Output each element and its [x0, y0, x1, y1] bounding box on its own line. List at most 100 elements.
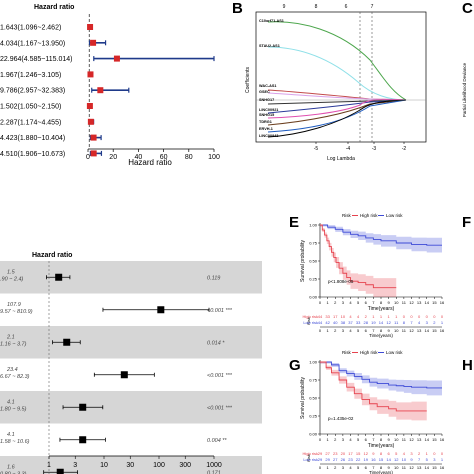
panel-b-coefficient-path — [267, 21, 407, 101]
panel-b-ylabel: Coefficients — [245, 66, 251, 93]
panel-a-xlabel: Hazard ratio — [128, 158, 172, 167]
km-risk-high-count: 0 — [433, 451, 436, 456]
km-risk-low-count: 26 — [341, 457, 346, 462]
km-risk-high-count: 17 — [333, 314, 338, 319]
panel-d-p-value: 0.171 — [207, 470, 221, 474]
panel-d-hr-point — [79, 403, 87, 411]
panel-d-tick-label: 3 — [73, 462, 77, 469]
km-risk-tick-label: 7 — [372, 465, 375, 470]
panel-d-ci-value: 1.80 ~ 9.5) — [0, 406, 27, 412]
km-risk-low-count: 10 — [402, 457, 407, 462]
panel-b-gene-label: STAU2-AS1 — [259, 44, 280, 48]
km-legend-low: Low risk — [386, 213, 403, 218]
km-risk-high-count: 5 — [395, 451, 398, 456]
km-x-tick-label: 1 — [327, 300, 330, 305]
km-x-tick-label: 3 — [342, 437, 345, 442]
km-risk-high-count: 27 — [325, 451, 330, 456]
panel-b-coefficient-path — [267, 99, 407, 133]
panel-b-gene-label: ERVH-1 — [259, 127, 273, 131]
km-risk-high-count: 10 — [341, 314, 346, 319]
km-risk-tick-label: 16 — [440, 328, 445, 333]
km-risk-high-count: 3 — [410, 451, 413, 456]
km-risk-low-count: 14 — [386, 457, 391, 462]
panel-a-tick-label: 40 — [135, 154, 143, 161]
km-risk-tick-label: 0 — [319, 328, 322, 333]
panel-b-coefficient-path — [267, 99, 407, 126]
km-xlabel: Time(years) — [368, 443, 395, 449]
km-risk-tick-label: 11 — [402, 465, 407, 470]
panel-d-row-band — [0, 456, 262, 474]
km-x-tick-label: 15 — [432, 437, 437, 442]
km-x-tick-label: 6 — [365, 300, 368, 305]
panel-d-hr-value: 107.9 — [7, 302, 21, 308]
panel-letter-e: E — [289, 214, 299, 231]
panel-d-tick-label: 300 — [179, 462, 191, 469]
km-x-tick-label: 2 — [334, 300, 337, 305]
panel-c-ylabel: Partial Likelihood Deviance — [462, 62, 467, 117]
panel-b-coefficient-path — [267, 46, 407, 101]
km-x-tick-label: 11 — [402, 300, 407, 305]
km-risk-low-count: 3 — [426, 320, 429, 325]
panel-a-hr-point — [113, 55, 120, 62]
km-risk-low-count: 2 — [433, 320, 436, 325]
panel-d-forest-plot: Hazard ratio 1.5.90 ~ 2.4) 0.119 107.99.57… — [0, 252, 262, 474]
panel-d-tick-label: 1 — [47, 462, 51, 469]
panel-a-row-label: 2.287(1.174~4.455) — [0, 119, 61, 126]
km-risk-low-count: 28 — [364, 320, 369, 325]
panel-b-tick-label: -3 — [372, 146, 377, 152]
km-risk-high-count: 12 — [364, 451, 369, 456]
km-risk-low-count: 44 — [318, 320, 323, 325]
km-risk-high-count: 33 — [325, 314, 330, 319]
km-risk-high-count: 44 — [318, 314, 323, 319]
panel-d-p-value: 0.014 * — [207, 340, 225, 346]
panel-d-tick-label: 30 — [126, 462, 134, 469]
km-y-tick-label: 0.75 — [309, 378, 318, 383]
km-risk-tick-label: 11 — [402, 328, 407, 333]
panel-b-gene-label: C10orf71-AS1 — [259, 19, 284, 23]
km-risk-low-count: 16 — [371, 457, 376, 462]
km-risk-tick-label: 10 — [394, 465, 399, 470]
panel-a-row-label: 1.502(1.050~2.150) — [0, 104, 61, 111]
km-xlabel: Time(years) — [368, 306, 395, 312]
km-high-risk-curve — [320, 361, 427, 412]
km-x-tick-label: 9 — [388, 437, 391, 442]
panel-d-hr-point — [79, 436, 87, 444]
km-risk-high-count: 0 — [441, 451, 444, 456]
km-risk-high-count: 0 — [426, 314, 429, 319]
panel-letter-h: H — [462, 357, 473, 374]
km-risk-high-label: High risk — [302, 451, 318, 456]
km-risk-high-count: 0 — [433, 314, 436, 319]
km-x-tick-label: 9 — [388, 300, 391, 305]
km-risk-low-count: 12 — [386, 320, 391, 325]
panel-c-cross-validation: C Partial Likelihood Deviance — [462, 0, 473, 117]
km-risk-tick-label: 8 — [380, 328, 383, 333]
km-risk-low-count: 5 — [426, 457, 429, 462]
panel-d-ci-value: 0.80 ~ 3.3) — [0, 471, 27, 474]
km-ylabel: Survival probability — [300, 240, 306, 282]
km-risk-high-count: 23 — [333, 451, 338, 456]
km-risk-low-count: 9 — [410, 457, 413, 462]
panel-b-coefficient-path — [267, 99, 407, 138]
km-risk-high-count: 4 — [349, 314, 352, 319]
panel-d-p-value: 0.119 — [207, 275, 220, 281]
km-risk-tick-label: 12 — [409, 328, 414, 333]
km-risk-low-count: 8 — [403, 320, 406, 325]
panel-a-hr-point — [87, 118, 94, 125]
km-risk-high-label: High risk — [302, 314, 318, 319]
panel-b-tick-label: -5 — [314, 146, 319, 152]
panel-d-hr-point — [157, 306, 165, 314]
km-risk-low-count: 42 — [325, 320, 330, 325]
km-risk-high-count: 1 — [426, 451, 429, 456]
km-x-tick-label: 1 — [327, 437, 330, 442]
km-risk-low-count: 37 — [348, 320, 353, 325]
panel-d-tick-label: 10 — [100, 462, 108, 469]
km-pvalue: p=1.435e-02 — [328, 416, 354, 421]
km-risk-high-count: 1 — [395, 314, 398, 319]
panel-b-coefficient-path — [267, 89, 407, 101]
panel-d-row-band — [0, 391, 262, 424]
km-risk-tick-label: 16 — [440, 465, 445, 470]
panel-a-hr-point — [90, 134, 97, 141]
panel-d-hr-value: 1.5 — [7, 269, 16, 275]
panel-a-row-label: 4.510(1.906~10.673) — [0, 151, 65, 158]
panel-a-hr-point — [86, 103, 93, 109]
